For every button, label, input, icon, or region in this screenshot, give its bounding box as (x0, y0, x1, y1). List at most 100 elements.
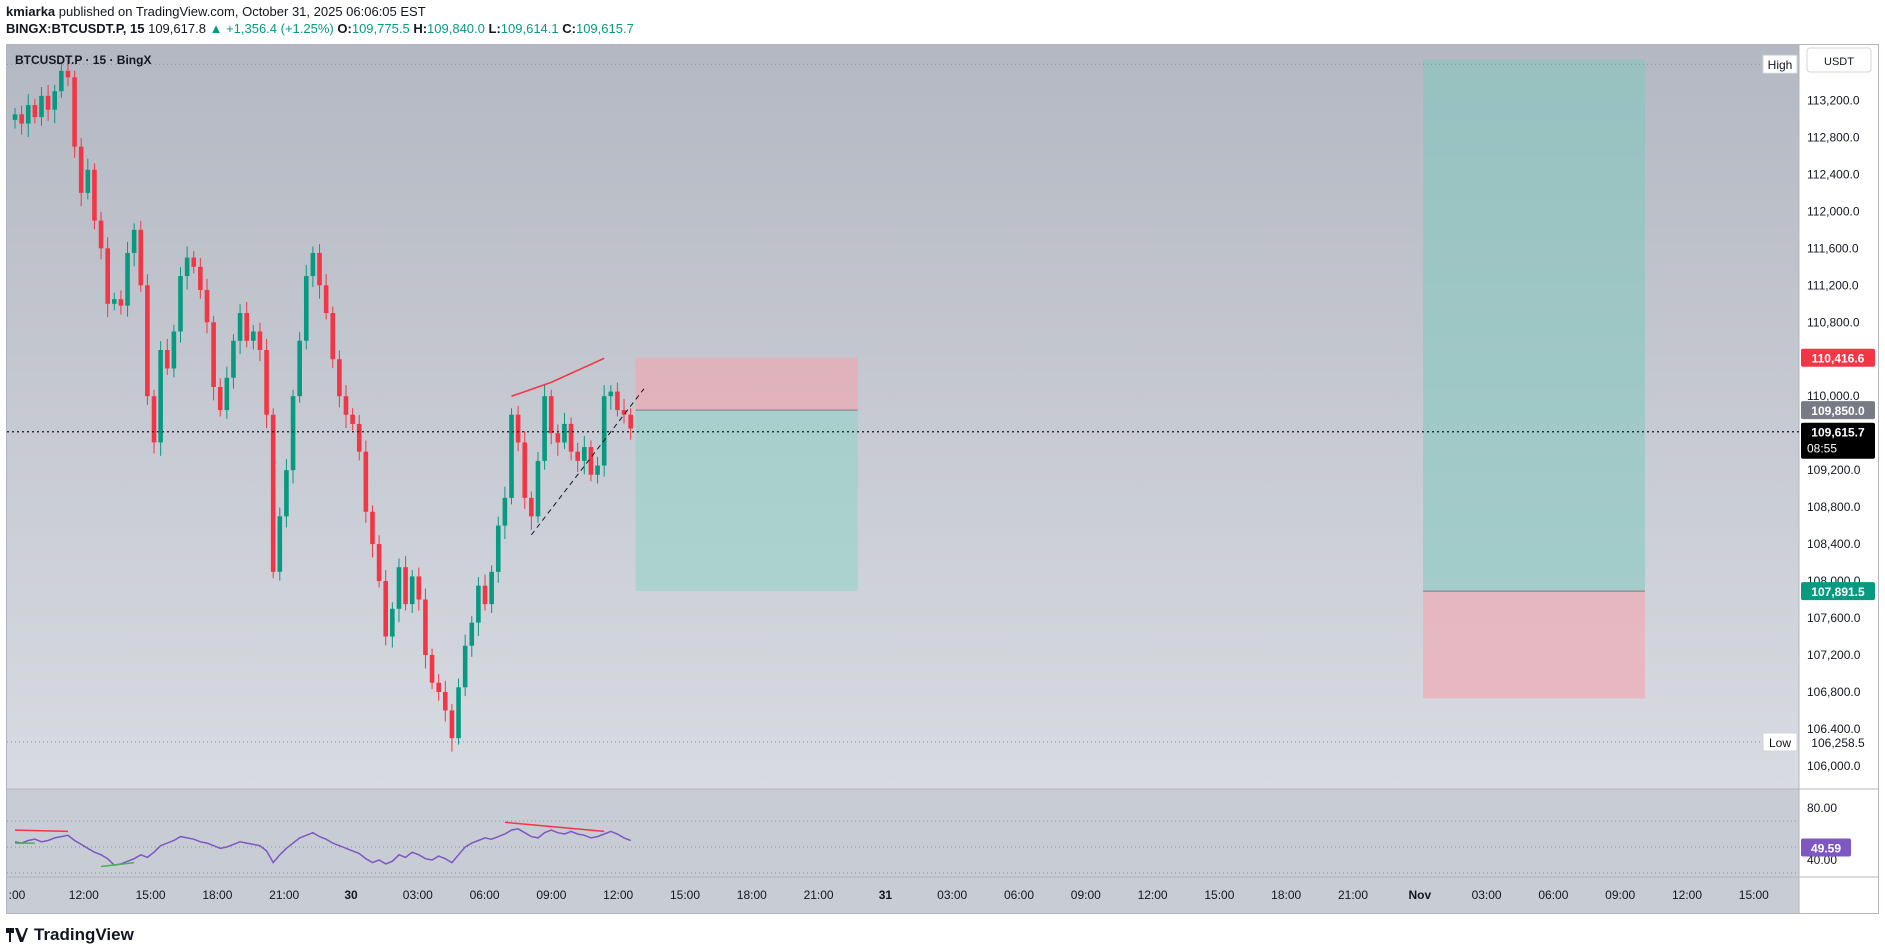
currency-button[interactable] (1806, 47, 1872, 73)
candle-93 (628, 408, 633, 440)
candle-86 (582, 435, 587, 475)
candle-body-72 (489, 571, 494, 605)
candle-body-7 (59, 70, 64, 92)
price-axis-tick-6: 110,800.0 (1807, 315, 1860, 329)
candle-body-21 (151, 396, 157, 443)
candle-28 (198, 258, 203, 299)
candle-57 (390, 602, 395, 648)
footer-brand: TradingView (34, 925, 134, 944)
candle-body-0 (12, 114, 18, 120)
time-axis-tick-24: 09:00 (1605, 888, 1635, 902)
chart-frame[interactable]: 113,200.0 112,800.0 112,400.0 112,000.0 111,… (6, 44, 1879, 914)
candle-body-73 (495, 525, 501, 572)
candle-14 (105, 237, 110, 318)
rsi-divergence-0[interactable] (14, 829, 68, 833)
candle-body-25 (178, 276, 183, 332)
candle-59 (403, 556, 408, 611)
candle-body-67 (456, 687, 461, 739)
symbol-name: BINGX:BTCUSDT.P, 15 (6, 21, 145, 36)
candle-body-3 (32, 105, 38, 118)
price-axis-tick-3: 112,000.0 (1807, 204, 1860, 218)
candle-65 (443, 680, 448, 722)
candle-2 (25, 93, 31, 137)
candle-7 (59, 62, 64, 98)
short-position-stop-zone[interactable] (635, 357, 858, 411)
price-label-text-1: 109,850.0 (1811, 404, 1865, 418)
candle-body-33 (231, 340, 236, 378)
candle-66 (449, 703, 455, 752)
time-axis-tick-19: 18:00 (1271, 888, 1301, 902)
candle-69 (469, 616, 475, 657)
currency-button-label[interactable]: USDT (1824, 56, 1854, 68)
price-axis-tick-9: 108,800.0 (1807, 500, 1861, 514)
candle-body-11 (85, 169, 91, 193)
candle-body-17 (125, 252, 130, 306)
time-axis-tick-8: 09:00 (536, 888, 566, 902)
up-arrow-icon: ▲ (209, 21, 223, 36)
candle-33 (231, 334, 236, 389)
candle-body-51 (350, 414, 355, 424)
long-position-stop-zone[interactable] (1423, 591, 1645, 699)
time-axis-tick-6: 03:00 (403, 888, 433, 902)
candle-body-93 (628, 414, 633, 429)
price-axis-tick-8: 109,200.0 (1807, 463, 1861, 477)
candle-body-45 (310, 252, 316, 277)
price-label-text-2: 107,891.5 (1811, 585, 1865, 599)
time-axis-tick-3: 18:00 (202, 888, 232, 902)
candle-90 (608, 385, 614, 410)
candle-body-20 (145, 285, 150, 397)
rsi-divergence-3[interactable] (504, 821, 605, 833)
candle-81 (548, 389, 554, 445)
candle-43 (297, 331, 302, 403)
candle-body-19 (138, 229, 144, 286)
candle-12 (92, 163, 97, 230)
candle-body-1 (19, 114, 24, 124)
author-name[interactable]: kmiarka (6, 4, 56, 19)
candle-91 (615, 382, 620, 417)
candle-body-76 (515, 414, 521, 443)
short-position-target-zone[interactable] (635, 410, 858, 592)
candle-26 (184, 246, 190, 290)
current-price-value: 109,615.7 (1811, 426, 1865, 440)
candle-body-87 (588, 447, 594, 475)
candle-40 (277, 507, 283, 581)
candle-92 (621, 398, 627, 424)
candle-body-69 (469, 622, 475, 646)
candle-75 (509, 408, 514, 505)
candle-body-58 (396, 567, 402, 609)
bar-countdown: 08:55 (1807, 442, 1837, 456)
tradingview-logo[interactable]: TradingView (6, 925, 134, 945)
candle-body-40 (277, 516, 283, 572)
chart-title: BTCUSDT.P · 15 · BingX (15, 53, 151, 67)
rsi-pane-background (7, 789, 1799, 913)
candle-22 (158, 341, 163, 456)
low-value: 109,614.1 (500, 21, 559, 36)
candle-body-10 (78, 146, 84, 193)
candle-body-88 (595, 465, 600, 475)
price-axis-tick-1: 112,800.0 (1807, 130, 1860, 144)
candle-body-38 (264, 349, 269, 415)
long-position-target-zone[interactable] (1423, 59, 1645, 592)
time-axis-tick-16: 09:00 (1071, 888, 1101, 902)
price-axis-tick-12: 107,600.0 (1807, 611, 1861, 625)
time-axis-tick-21: Nov (1408, 888, 1431, 902)
candle-79 (535, 452, 541, 523)
rsi-divergence-2[interactable] (100, 861, 135, 868)
trendline-2[interactable] (530, 388, 645, 536)
candle-body-53 (363, 451, 369, 512)
trendline-1[interactable] (550, 357, 605, 384)
candle-17 (125, 241, 130, 317)
candle-body-77 (522, 442, 528, 498)
candle-34 (237, 304, 243, 355)
candle-body-5 (45, 95, 51, 110)
candle-body-46 (317, 252, 322, 286)
candle-51 (350, 408, 355, 431)
candle-60 (409, 569, 415, 613)
chart-svg[interactable]: 113,200.0 112,800.0 112,400.0 112,000.0 111,… (7, 45, 1878, 913)
trendline-0[interactable] (511, 381, 552, 397)
candle-16 (118, 290, 124, 315)
candle-1 (19, 105, 24, 135)
candle-62 (423, 588, 428, 669)
candle-body-68 (462, 645, 468, 688)
candle-84 (568, 417, 574, 461)
